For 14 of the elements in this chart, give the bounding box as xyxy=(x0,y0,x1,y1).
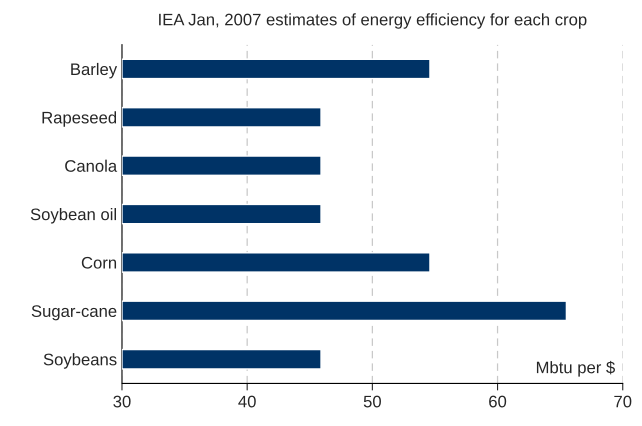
x-tick-label: 30 xyxy=(113,396,131,408)
y-tick-label: Soybean oil xyxy=(30,208,116,224)
x-tick-label: 50 xyxy=(364,396,381,408)
y-tick-label: Barley xyxy=(71,62,118,78)
y-tick-label: Corn xyxy=(82,256,116,269)
y-tick-label: Soybeans xyxy=(44,353,117,369)
y-tick-label: Sugar-cane xyxy=(32,305,116,320)
x-axis-title: Mbtu per $ xyxy=(536,360,615,377)
chart-title: IEA Jan, 2007 estimates of energy efficiency for each crop xyxy=(159,13,586,29)
x-tick-label: 60 xyxy=(489,396,506,408)
x-tick-label: 70 xyxy=(614,396,632,408)
y-tick-label: Rapeseed xyxy=(42,111,116,127)
x-tick-label: 40 xyxy=(238,396,256,408)
y-tick-label: Canola xyxy=(65,160,118,172)
